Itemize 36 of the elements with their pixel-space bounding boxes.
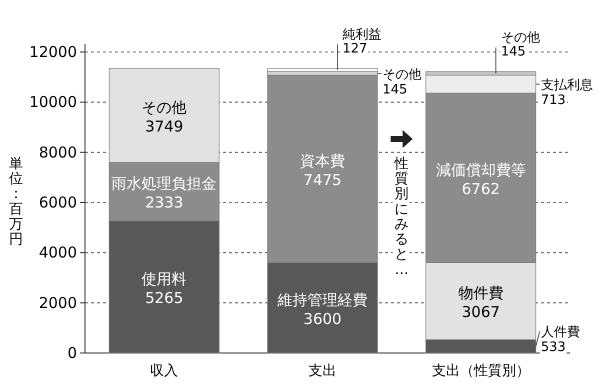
y-tick-label: 0 — [67, 344, 77, 362]
series-label: 物件費 — [458, 284, 504, 302]
data-label: 7475 — [303, 170, 342, 189]
data-label: 3067 — [462, 303, 500, 322]
data-label: 3749 — [145, 117, 184, 136]
y-tick-label: 8000 — [38, 143, 77, 162]
y-tick-label: 4000 — [38, 244, 77, 262]
series-label: 資本費 — [300, 152, 345, 170]
data-label: 127 — [342, 41, 368, 56]
series-label: 雨水処理負担金 — [112, 174, 217, 193]
series-label: 使用料 — [142, 270, 187, 288]
series-label: 維持管理経費 — [276, 290, 368, 309]
series-label: 純利益 — [342, 27, 382, 42]
data-label: 145 — [382, 82, 408, 98]
x-tick-label: 支出 — [308, 363, 336, 379]
data-label: 533 — [540, 340, 566, 355]
data-label: 145 — [500, 44, 526, 60]
data-label: 713 — [540, 93, 566, 108]
y-tick-label: 12000 — [29, 43, 77, 61]
series-label: 減価償却費等 — [436, 160, 526, 179]
annotation: 性質別にみると… — [394, 156, 409, 278]
series-label: 人件費 — [540, 325, 580, 340]
y-tick-label: 2000 — [38, 294, 77, 312]
series-label: その他 — [142, 98, 187, 116]
data-label: 6762 — [462, 180, 500, 198]
data-label: 2333 — [145, 194, 184, 212]
x-tick-label: 収入 — [150, 363, 178, 379]
data-label: 3600 — [303, 310, 342, 328]
y-tick-label: 10000 — [29, 93, 77, 112]
x-tick-label: 支出（性質別） — [432, 363, 530, 379]
series-label: 支払利息 — [540, 78, 593, 94]
y-axis-title: 単位：百万円 — [9, 156, 23, 248]
data-label: 5265 — [145, 288, 184, 307]
series-label: その他 — [382, 67, 422, 82]
y-tick-label: 6000 — [38, 194, 77, 212]
series-label: その他 — [500, 30, 540, 46]
